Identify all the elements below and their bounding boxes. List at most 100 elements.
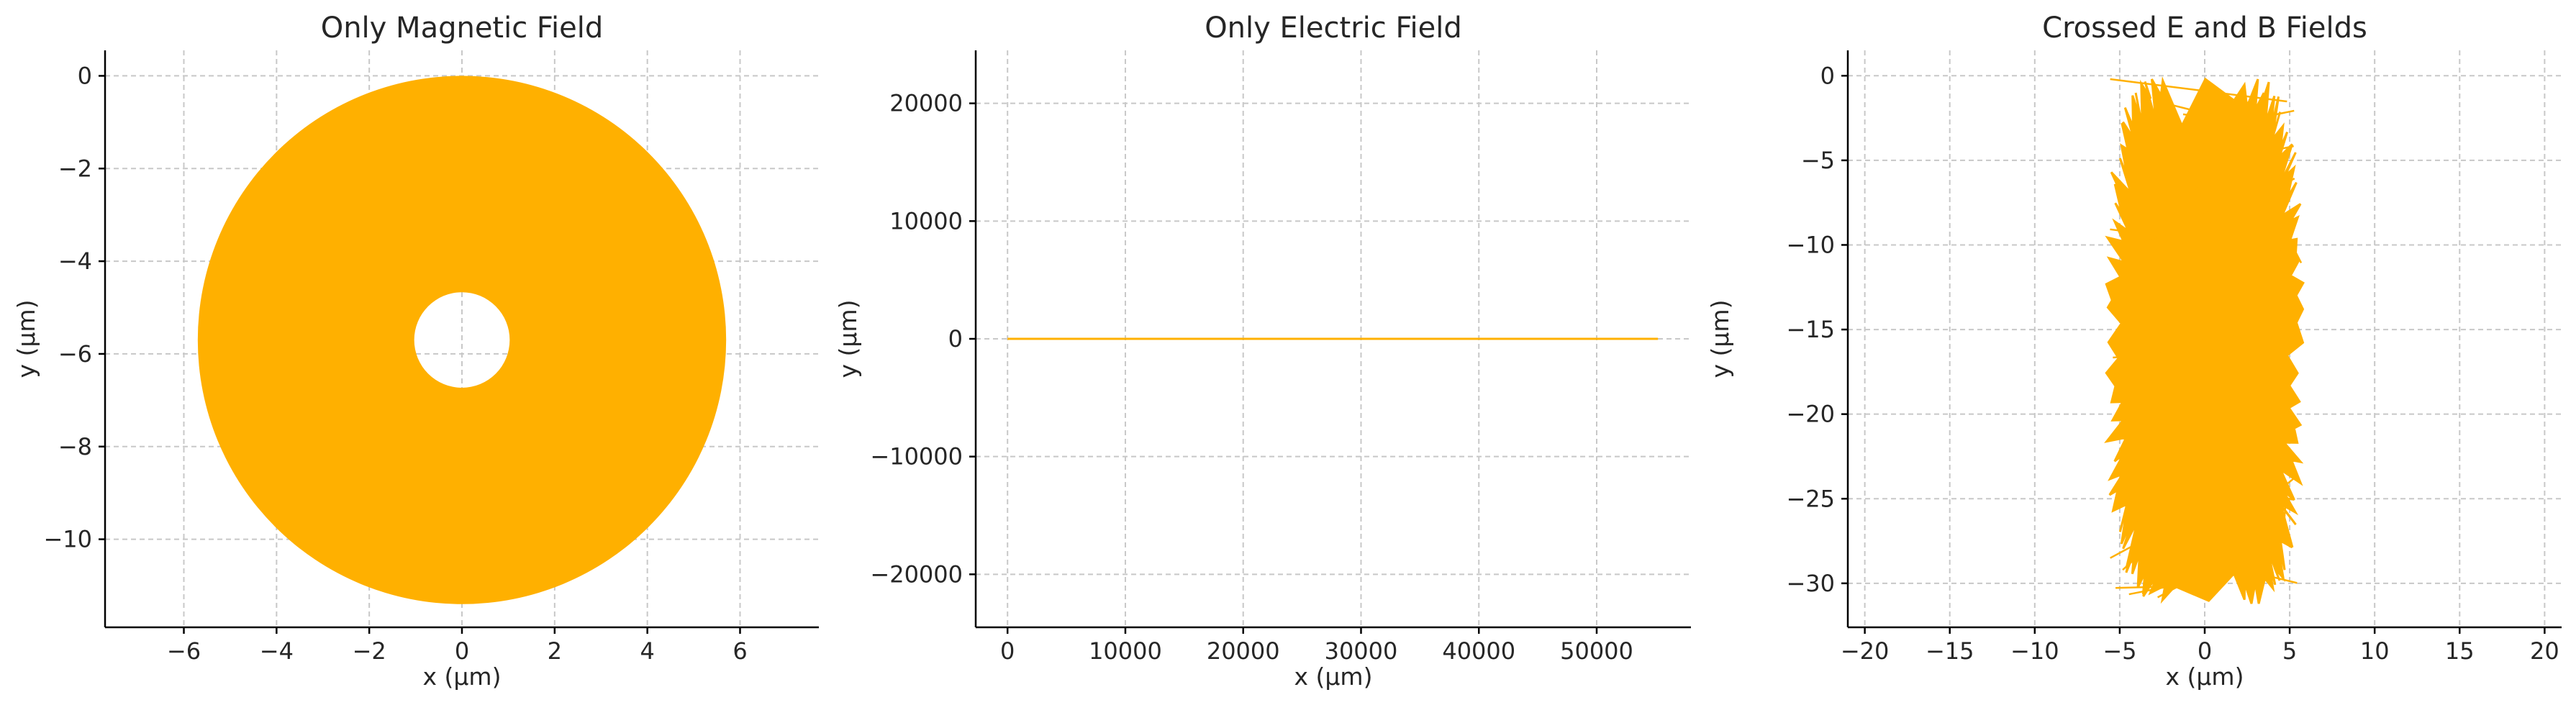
x-tick-label-magnetic: 0 [455,637,469,665]
y-tick-label-electric: 0 [948,325,963,352]
trajectory-spike [2206,368,2295,410]
trajectory-spike [2220,253,2259,292]
trajectory-spike [2213,130,2258,153]
x-tick-label-electric: 40000 [1442,637,1515,665]
trajectory-spike [2171,551,2298,584]
x-tick-label-magnetic: 4 [640,637,654,665]
trajectory-spike [2120,437,2254,463]
x-axis-label-magnetic: x (μm) [423,663,502,691]
trajectory-spike [2110,78,2287,103]
trajectory-spike [2187,294,2194,302]
trajectory-spike [2222,262,2251,283]
x-tick-label-magnetic: −4 [260,637,294,665]
y-tick-label-magnetic: −6 [58,340,92,368]
trajectory-spike [2178,540,2193,545]
trajectory-spike [2162,238,2231,263]
trajectory-spike [2186,190,2267,194]
trajectory-spike [2109,322,2168,342]
x-tick-label-crossed: 20 [2530,637,2559,665]
trajectory-spike [2265,300,2282,343]
trajectory-spike [2110,324,2271,368]
y-axis-label-electric: y (μm) [834,300,862,378]
trajectory-spike [2168,410,2285,437]
y-tick-label-crossed: −10 [1786,231,1835,258]
trajectory-spike [2139,124,2210,147]
trajectory-spike [2164,431,2223,452]
trajectory-spike [2128,216,2233,248]
trajectory-spike [2236,233,2252,237]
trajectory-spike [2128,486,2237,515]
trajectory-spike [2142,170,2218,196]
x-tick-label-magnetic: 2 [548,637,562,665]
y-tick-label-magnetic: −10 [43,526,92,553]
trajectory-spike [2119,191,2152,219]
axes-crossed: −20 −15 −10 −5 0 5 10 15 20 0 −5 −10 −15 −20 −25 −30 [1786,50,2562,665]
trajectory-spike [2201,453,2224,463]
y-tick-label-electric: 20000 [889,90,963,117]
trajectory-spike [2189,445,2226,454]
y-tick-label-crossed: −5 [1801,147,1835,174]
trajectory-spike [2115,584,2203,589]
y-tick-label-magnetic: −2 [58,155,92,182]
trajectory-spike [2180,281,2280,324]
y-tick-label-crossed: −30 [1786,570,1835,597]
trajectory-spike [2230,163,2272,194]
trajectory-spike [2113,348,2222,359]
trajectory-spike [2138,301,2290,342]
trajectory-spike [2177,417,2191,429]
chart-crossed-fields: −20 −15 −10 −5 0 5 10 15 20 0 −5 −10 −15 −20 −25 −30 Cr… [1706,12,2562,691]
trajectory-spike [2177,183,2202,217]
trajectory-spike [2118,480,2287,485]
trajectory-spike [2187,199,2219,232]
trajectory-spike [2176,109,2295,136]
trajectory-spike [2238,424,2269,458]
trajectory-spike [2157,573,2202,599]
y-tick-label-magnetic: −4 [58,247,92,275]
trajectory-spike [2182,113,2192,117]
trajectory-spike [2210,136,2281,158]
axes-electric: 0 10000 20000 30000 40000 50000 20000 10000 0 −10… [870,50,1691,665]
trajectory-spike [2169,511,2200,518]
chart-title-crossed: Crossed E and B Fields [2042,12,2367,45]
trajectory-spike [2190,278,2282,290]
chart-only-magnetic-field: −6 −4 −2 0 2 4 6 0 −2 −4 −6 −8 −10 Only Magnetic Fie… [12,12,819,691]
trajectory-spike [2246,476,2297,518]
chart-only-electric-field: 0 10000 20000 30000 40000 50000 20000 10000 0 −10… [834,12,1691,691]
x-tick-label-crossed: 5 [2282,637,2297,665]
trajectory-spike [2167,315,2171,355]
y-tick-label-electric: −20000 [870,560,963,588]
x-tick-label-crossed: 10 [2360,637,2390,665]
trajectory-spike [2270,195,2285,205]
x-tick-label-crossed: −20 [1841,637,1890,665]
trajectory-spike [2137,212,2141,229]
trajectory-spike [2196,93,2205,106]
y-tick-label-electric: −10000 [870,443,963,470]
trajectory-spike [2200,122,2232,148]
trajectory-spike [2223,152,2290,183]
x-tick-label-magnetic: −6 [167,637,201,665]
y-tick-label-magnetic: 0 [78,62,92,89]
x-tick-label-crossed: 0 [2198,637,2212,665]
trajectory-spike [2222,114,2247,147]
trajectory-spike [2247,452,2290,476]
trajectory-spike [2216,323,2279,365]
trajectory-crossed [2104,76,2305,604]
trajectory-spike [2184,394,2246,424]
trajectory-spike [2141,324,2214,342]
x-tick-label-crossed: −15 [1926,637,1974,665]
trajectory-spike [2128,421,2210,452]
y-tick-label-crossed: −15 [1786,316,1835,343]
x-tick-label-crossed: −5 [2103,637,2136,665]
trajectory-spike [2283,505,2287,520]
x-tick-label-electric: 0 [1000,637,1015,665]
y-tick-label-crossed: −20 [1786,401,1835,428]
trajectory-spike [2195,166,2252,196]
trajectory-spike [2122,469,2135,505]
x-axis-label-crossed: x (μm) [2166,663,2244,691]
trajectory-spike [2163,139,2177,154]
y-tick-label-crossed: −25 [1786,485,1835,512]
trajectory-spike [2192,527,2196,551]
x-tick-label-crossed: −10 [2010,637,2059,665]
trajectory-spike [2110,228,2281,253]
